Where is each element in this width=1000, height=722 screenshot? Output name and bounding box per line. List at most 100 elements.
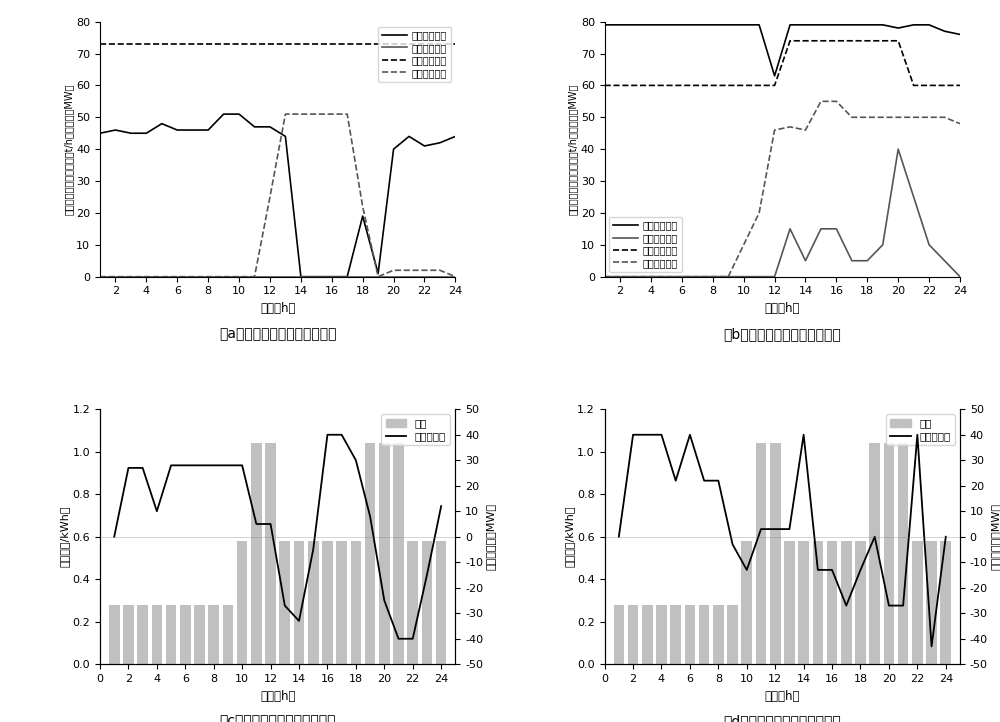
抽凝机热出力 xyxy=(264,272,276,281)
充放电功率 xyxy=(627,430,639,439)
背压机电出力 xyxy=(109,40,121,48)
充放电功率 xyxy=(712,477,724,485)
抽凝机电出力 xyxy=(815,97,827,105)
Bar xyxy=(251,443,262,664)
X-axis label: 时间（h）: 时间（h） xyxy=(765,690,800,703)
Bar xyxy=(841,541,852,664)
抽凝机电出力 xyxy=(94,272,106,281)
充放电功率 xyxy=(698,477,710,485)
抽凝机电出力 xyxy=(187,272,199,281)
背压机电出力 xyxy=(310,40,322,48)
X-axis label: 时间（h）: 时间（h） xyxy=(260,690,295,703)
背压机电出力 xyxy=(326,40,338,48)
Line: 背压机热出力: 背压机热出力 xyxy=(605,25,960,76)
抽凝机电出力 xyxy=(892,113,904,121)
抽凝机电出力 xyxy=(171,272,183,281)
抽凝机电出力 xyxy=(784,123,796,131)
Bar xyxy=(884,443,894,664)
抽凝机电出力 xyxy=(676,272,688,281)
背压机热出力 xyxy=(264,123,276,131)
充放电功率 xyxy=(122,464,134,472)
抽凝机电出力 xyxy=(908,113,920,121)
背压机电出力 xyxy=(264,40,276,48)
背压机热出力 xyxy=(187,126,199,134)
背压机电出力 xyxy=(691,81,703,90)
抽凝机电出力 xyxy=(449,272,461,281)
抽凝机电出力 xyxy=(156,272,168,281)
Bar xyxy=(685,605,695,664)
Legend: 电价, 充放电功率: 电价, 充放电功率 xyxy=(381,414,450,445)
抽凝机热出力 xyxy=(784,225,796,233)
Line: 充放电功率: 充放电功率 xyxy=(619,435,946,646)
抽凝机电出力 xyxy=(738,240,750,249)
背压机热出力 xyxy=(676,20,688,29)
抽凝机热出力 xyxy=(799,256,811,265)
抽凝机电出力 xyxy=(722,272,734,281)
背压机电出力 xyxy=(233,40,245,48)
Y-axis label: 充放电功率（MW）: 充放电功率（MW） xyxy=(486,503,496,570)
抽凝机电出力 xyxy=(645,272,657,281)
Bar xyxy=(741,541,752,664)
背压机热出力 xyxy=(218,110,230,118)
背压机电出力 xyxy=(372,40,384,48)
抽凝机热出力 xyxy=(326,272,338,281)
充放电功率 xyxy=(250,520,262,529)
充放电功率 xyxy=(179,461,191,470)
背压机电出力 xyxy=(295,40,307,48)
抽凝机热出力 xyxy=(954,272,966,281)
抽凝机热出力 xyxy=(892,145,904,154)
抽凝机热出力 xyxy=(614,272,626,281)
背压机热出力 xyxy=(171,126,183,134)
抽凝机热出力 xyxy=(599,272,611,281)
背压机电出力 xyxy=(388,40,400,48)
背压机电出力 xyxy=(923,81,935,90)
Legend: 背压机热出力, 抽凝机热出力, 背压机电出力, 抽凝机电出力: 背压机热出力, 抽凝机热出力, 背压机电出力, 抽凝机电出力 xyxy=(609,217,682,271)
Bar xyxy=(869,443,880,664)
Bar xyxy=(670,605,681,664)
Bar xyxy=(308,541,319,664)
抽凝机热出力 xyxy=(815,225,827,233)
背压机电出力 xyxy=(341,40,353,48)
充放电功率 xyxy=(826,565,838,574)
抽凝机热出力 xyxy=(846,256,858,265)
Bar xyxy=(813,541,823,664)
背压机电出力 xyxy=(140,40,152,48)
Bar xyxy=(393,443,404,664)
Legend: 背压机热出力, 抽凝机热出力, 背压机电出力, 抽凝机电出力: 背压机热出力, 抽凝机热出力, 背压机电出力, 抽凝机电出力 xyxy=(378,27,451,82)
背压机热出力 xyxy=(846,20,858,29)
充放电功率 xyxy=(321,430,333,439)
Bar xyxy=(422,541,432,664)
Bar xyxy=(109,605,120,664)
抽凝机热出力 xyxy=(341,272,353,281)
充放电功率 xyxy=(755,525,767,534)
抽凝机电出力 xyxy=(418,266,430,274)
抽凝机热出力 xyxy=(403,272,415,281)
背压机电出力 xyxy=(707,81,719,90)
抽凝机电出力 xyxy=(939,113,951,121)
Bar xyxy=(336,541,347,664)
充放电功率 xyxy=(108,532,120,541)
Line: 抽凝机热出力: 抽凝机热出力 xyxy=(605,149,960,277)
抽凝机热出力 xyxy=(753,272,765,281)
背压机热出力 xyxy=(326,272,338,281)
背压机电出力 xyxy=(202,40,214,48)
背压机热出力 xyxy=(94,129,106,138)
背压机电出力 xyxy=(892,36,904,45)
背压机热出力 xyxy=(249,123,261,131)
背压机电出力 xyxy=(403,40,415,48)
背压机电出力 xyxy=(614,81,626,90)
背压机热出力 xyxy=(388,145,400,154)
充放电功率 xyxy=(208,461,220,470)
Y-axis label: 充放电功率（MW）: 充放电功率（MW） xyxy=(991,503,1000,570)
背压机热出力 xyxy=(645,20,657,29)
充放电功率 xyxy=(407,635,419,643)
背压机热出力 xyxy=(310,272,322,281)
背压机电出力 xyxy=(357,40,369,48)
Bar xyxy=(699,605,709,664)
抽凝机热出力 xyxy=(171,272,183,281)
背压机电出力 xyxy=(861,36,873,45)
充放电功率 xyxy=(684,430,696,439)
背压机电出力 xyxy=(434,40,446,48)
Bar xyxy=(365,443,375,664)
Bar xyxy=(912,541,923,664)
